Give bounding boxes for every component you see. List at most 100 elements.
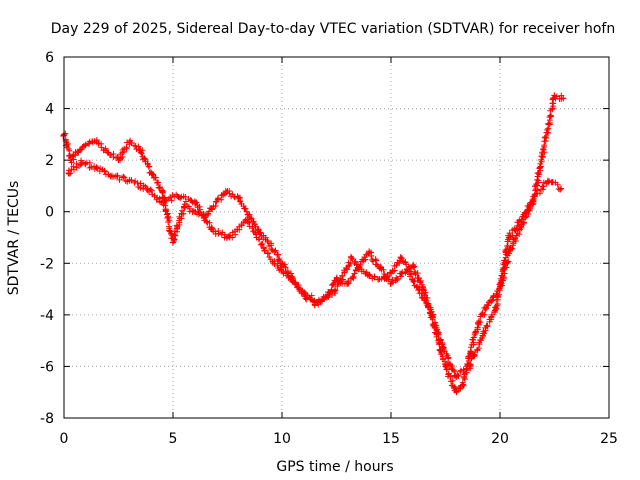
data-point-marker: [155, 179, 162, 186]
data-point-marker: [126, 177, 133, 184]
data-point-marker: [449, 377, 456, 384]
data-point-marker: [202, 214, 209, 221]
data-point-marker: [329, 291, 336, 298]
data-point-marker: [534, 176, 541, 183]
data-point-marker: [238, 222, 245, 229]
data-point-marker: [558, 185, 565, 192]
data-point-marker: [509, 245, 516, 252]
data-point-marker: [313, 298, 320, 305]
data-point-marker: [265, 239, 272, 246]
data-point-marker: [279, 268, 285, 275]
data-point-marker: [170, 239, 176, 246]
data-point-marker: [475, 318, 482, 325]
data-point-marker: [534, 182, 541, 189]
data-point-marker: [453, 389, 460, 396]
data-point-marker: [375, 276, 382, 283]
data-point-marker: [502, 247, 509, 254]
data-point-marker: [474, 324, 481, 331]
plot-frame: [63, 56, 610, 419]
data-point-marker: [147, 186, 154, 193]
data-point-marker: [414, 283, 421, 290]
data-point-marker: [82, 142, 89, 149]
axis-ticks: [63, 56, 610, 419]
data-point-marker: [191, 208, 198, 215]
data-point-marker: [428, 312, 435, 319]
data-point-marker: [516, 231, 523, 238]
data-point-marker: [536, 171, 543, 178]
data-point-marker: [366, 249, 373, 256]
data-point-marker: [223, 189, 230, 196]
data-point-marker: [209, 226, 216, 233]
data-point-marker: [433, 324, 440, 331]
data-point-marker: [126, 139, 133, 146]
data-point-marker: [393, 277, 400, 284]
data-point-marker: [164, 213, 171, 220]
x-axis-label: GPS time / hours: [276, 459, 393, 475]
grid-lines: [64, 57, 609, 418]
data-point-marker: [525, 204, 532, 211]
data-point-marker: [475, 319, 482, 326]
data-point-marker: [261, 247, 268, 254]
y-tick-label: 2: [45, 153, 54, 169]
data-point-marker: [495, 291, 502, 298]
data-point-marker: [296, 286, 303, 293]
data-point-marker: [121, 174, 128, 181]
data-point-marker: [398, 255, 405, 262]
data-point-marker: [409, 262, 416, 269]
data-point-marker: [186, 205, 193, 212]
data-point-marker: [489, 297, 496, 304]
data-point-marker: [200, 211, 207, 218]
data-point-marker: [291, 279, 298, 286]
data-point-marker: [536, 164, 543, 171]
data-point-marker: [162, 197, 169, 204]
data-point-marker: [388, 280, 394, 287]
data-point-marker: [134, 179, 141, 186]
data-point-marker: [501, 257, 508, 264]
data-point-marker: [344, 280, 351, 287]
data-point-marker: [457, 367, 464, 374]
data-point-marker: [442, 363, 449, 370]
x-tick-label: 25: [600, 431, 618, 447]
data-point-marker: [157, 184, 164, 191]
y-tick-label: 6: [45, 50, 54, 66]
data-point-marker: [70, 163, 77, 170]
data-point-marker: [271, 258, 278, 265]
data-point-marker: [531, 193, 538, 200]
data-point-marker: [466, 363, 473, 370]
data-point-marker: [368, 253, 375, 260]
data-point-marker: [471, 351, 478, 358]
data-point-marker: [422, 297, 429, 304]
data-point-marker: [93, 139, 100, 146]
data-point-marker: [64, 140, 71, 147]
data-point-marker: [168, 197, 175, 204]
data-point-marker: [544, 126, 551, 133]
data-point-marker: [74, 149, 81, 156]
data-point-marker: [88, 164, 95, 171]
data-point-marker: [262, 234, 269, 241]
data-point-marker: [470, 334, 477, 341]
data-point-marker: [86, 159, 93, 166]
y-tick-label: -2: [40, 256, 54, 272]
data-point-marker: [245, 219, 252, 226]
data-point-marker: [380, 266, 387, 273]
data-point-marker: [256, 236, 263, 243]
data-point-marker: [543, 135, 550, 142]
data-point-marker: [459, 381, 466, 388]
y-axis-label: SDTVAR / TECUs: [6, 181, 22, 296]
data-point-marker: [182, 193, 189, 200]
data-point-marker: [337, 278, 344, 285]
data-point-marker: [485, 302, 492, 309]
y-tick-label: -4: [40, 308, 54, 324]
data-point-marker: [513, 225, 520, 232]
data-point-marker: [422, 289, 429, 296]
data-point-marker: [403, 261, 410, 268]
data-point-marker: [479, 332, 486, 339]
data-point-marker: [143, 185, 150, 192]
data-point-marker: [544, 177, 551, 184]
data-point-marker: [165, 227, 172, 234]
data-point-marker: [529, 197, 536, 204]
data-point-marker: [197, 206, 204, 213]
data-point-marker: [252, 231, 259, 238]
data-point-marker: [108, 172, 115, 179]
